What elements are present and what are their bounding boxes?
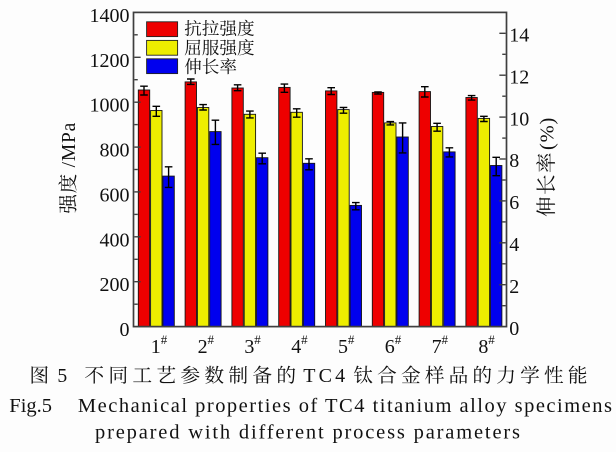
svg-text:Fig.5: Fig.5 [9, 395, 52, 417]
svg-text:12: 12 [509, 66, 529, 88]
svg-text:6: 6 [385, 336, 395, 358]
svg-text:8: 8 [478, 336, 488, 358]
svg-text:8: 8 [509, 150, 519, 172]
svg-text:0: 0 [509, 318, 519, 340]
svg-text:#: # [301, 332, 308, 347]
svg-text:600: 600 [100, 184, 130, 206]
svg-text:4: 4 [509, 234, 519, 256]
svg-text:800: 800 [100, 140, 130, 162]
svg-text:400: 400 [100, 229, 130, 251]
svg-text:200: 200 [100, 274, 130, 296]
svg-text:(%): (%) [537, 117, 559, 150]
svg-text:#: # [442, 332, 449, 347]
svg-text:1000: 1000 [90, 95, 130, 117]
svg-text:10: 10 [509, 108, 529, 130]
svg-text:0: 0 [120, 319, 130, 341]
svg-text:4: 4 [291, 336, 301, 358]
svg-text:14: 14 [509, 25, 529, 47]
svg-text:6: 6 [509, 192, 519, 214]
svg-text:#: # [161, 332, 168, 347]
svg-text:TC4: TC4 [303, 365, 348, 387]
svg-text:5: 5 [57, 365, 67, 387]
svg-text:5: 5 [338, 336, 348, 358]
svg-text:2: 2 [198, 336, 208, 358]
svg-text:#: # [208, 332, 215, 347]
svg-text:3: 3 [244, 336, 254, 358]
svg-text:Mechanical properties of TC4 t: Mechanical properties of TC4 titanium al… [78, 395, 612, 417]
svg-text:1400: 1400 [90, 5, 130, 27]
svg-text:1: 1 [151, 336, 161, 358]
svg-text:prepared with different proces: prepared with different process paramete… [95, 421, 520, 443]
svg-text:7: 7 [432, 336, 442, 358]
svg-text:2: 2 [509, 276, 519, 298]
svg-text:#: # [488, 332, 495, 347]
svg-text:/MPa: /MPa [59, 122, 80, 173]
svg-text:#: # [254, 332, 261, 347]
svg-text:#: # [348, 332, 355, 347]
svg-text:1200: 1200 [90, 50, 130, 72]
svg-text:#: # [395, 332, 402, 347]
